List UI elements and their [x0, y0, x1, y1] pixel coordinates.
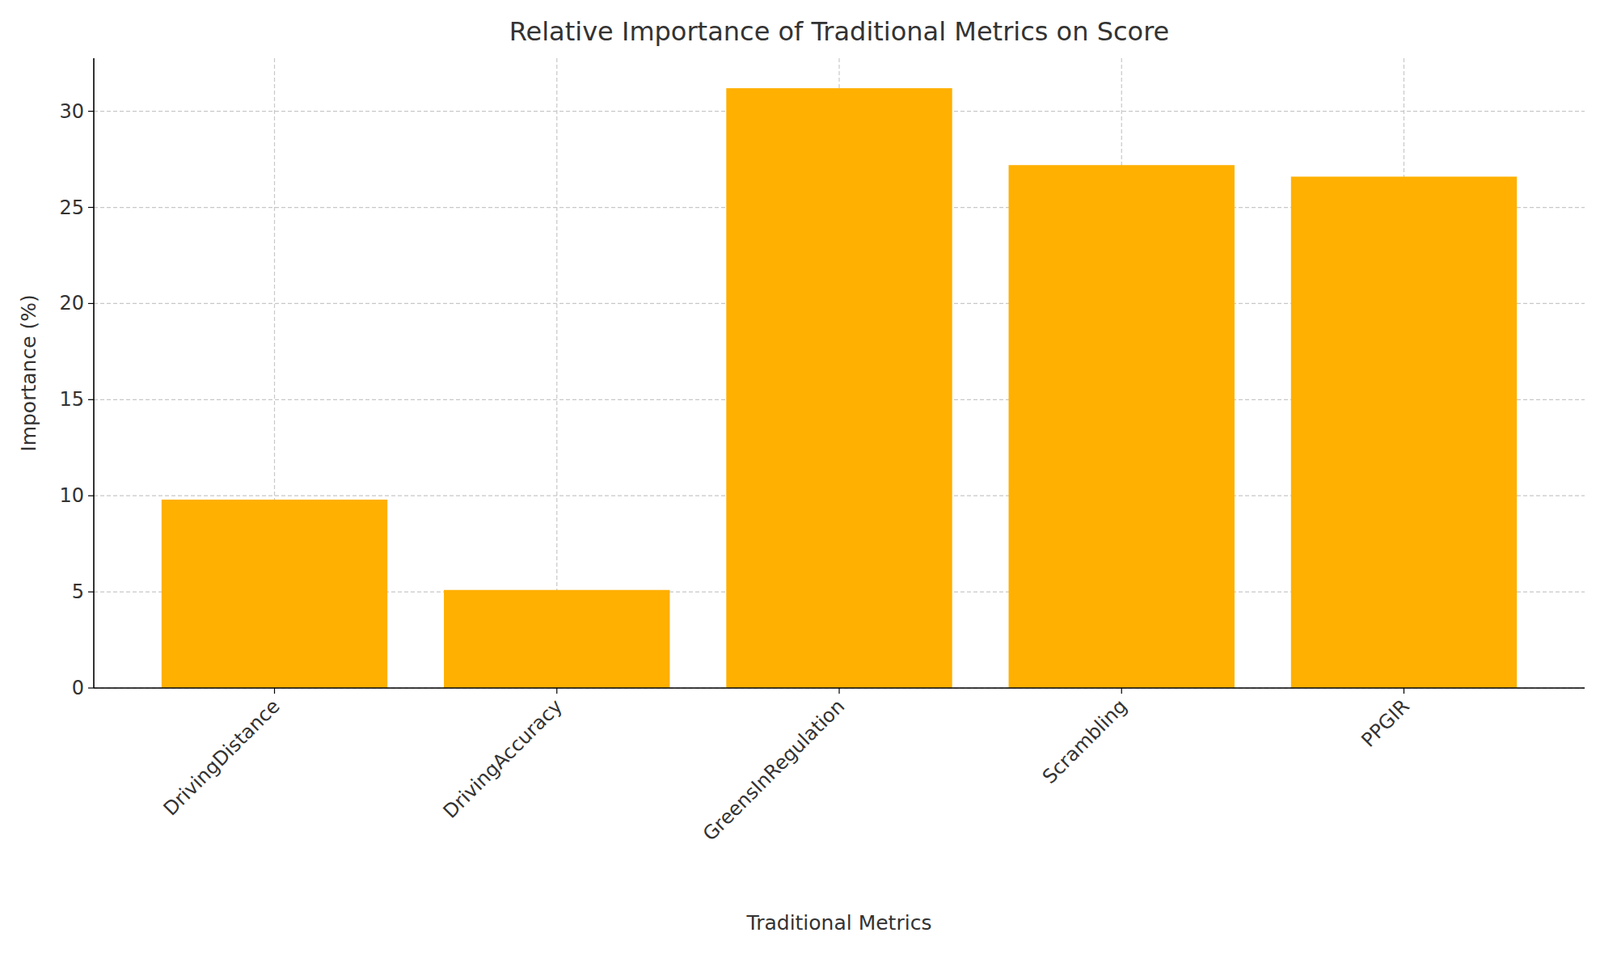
y-tick: [88, 399, 94, 401]
y-tick-label: 0: [71, 676, 85, 700]
y-tick: [88, 206, 94, 208]
y-tick: [88, 303, 94, 304]
chart: 0 5 10 15 20 25 30 DrivingDistance DrivingAccura…: [0, 0, 1600, 954]
y-axis-line: [92, 58, 95, 689]
y-tick-label: 10: [59, 484, 85, 507]
y-tick-label: 20: [59, 291, 85, 315]
x-tick: [1403, 688, 1405, 694]
bar: [443, 590, 670, 689]
y-tick: [88, 110, 94, 112]
y-tick-label: 15: [59, 388, 85, 411]
bar: [1291, 176, 1517, 689]
bar: [1008, 164, 1235, 689]
x-tick-label: DrivingDistance: [159, 694, 285, 820]
bar: [726, 88, 952, 689]
x-tick-label: GreensInRegulation: [698, 694, 849, 845]
bars: [161, 88, 1517, 689]
y-tick-label: 30: [59, 100, 85, 123]
bar: [161, 499, 388, 689]
x-axis-label: Traditional Metrics: [746, 911, 933, 935]
x-tick: [556, 688, 558, 694]
title: Relative Importance of Traditional Metri…: [509, 16, 1170, 47]
y-tick: [88, 495, 94, 497]
x-tick-label: Scrambling: [1038, 694, 1132, 789]
x-tick-label: DrivingAccuracy: [439, 694, 567, 823]
x-tick: [274, 688, 275, 694]
x-tick: [1121, 688, 1123, 694]
y-tick-label: 25: [59, 196, 85, 220]
y-tick: [88, 687, 94, 689]
y-tick: [88, 591, 94, 593]
y-tick-label: 5: [71, 580, 85, 604]
x-tick: [838, 688, 840, 694]
x-tick-label: PPGIR: [1357, 694, 1415, 752]
y-axis-label: Importance (%): [16, 294, 41, 452]
